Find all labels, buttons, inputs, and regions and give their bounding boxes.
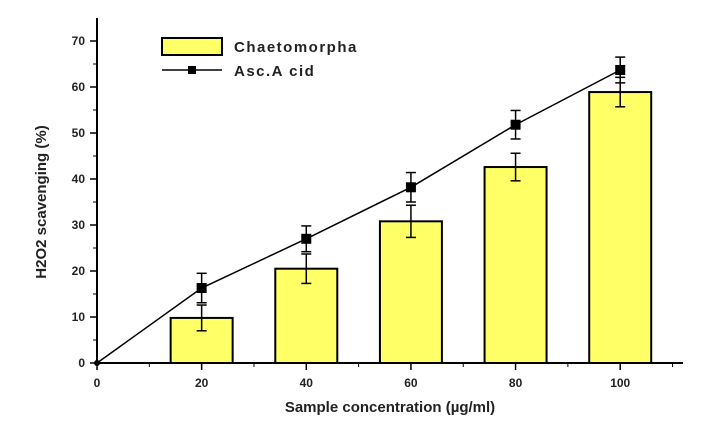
y-tick-label-10: 10 bbox=[72, 310, 86, 324]
legend: Chaetomorpha Asc.A cid bbox=[161, 37, 358, 80]
x-tick-label-0: 0 bbox=[94, 376, 101, 390]
asc-acid-line bbox=[96, 69, 621, 364]
x-tick-label-40: 40 bbox=[300, 376, 314, 390]
asc-acid-point-60 bbox=[405, 182, 416, 193]
plot-area: 0 10 20 30 40 50 60 70 0 20 40 60 80 100 bbox=[72, 18, 683, 390]
y-tick-label-20: 20 bbox=[72, 264, 86, 278]
asc-acid-point-100 bbox=[615, 64, 626, 75]
bar-100 bbox=[588, 91, 653, 364]
y-axis-title: H2O2 scavenging (%) bbox=[33, 125, 50, 278]
bar-40 bbox=[274, 267, 339, 365]
legend-swatch-chaetomorpha bbox=[161, 37, 223, 56]
asc-acid-point-20 bbox=[196, 283, 207, 294]
y-tick-label-70: 70 bbox=[72, 34, 86, 48]
legend-marker-asc-acid bbox=[188, 66, 196, 74]
x-tick-label-20: 20 bbox=[195, 376, 209, 390]
y-tick-label-60: 60 bbox=[72, 80, 86, 94]
bar-60 bbox=[378, 220, 443, 364]
asc-acid-point-80 bbox=[510, 119, 521, 130]
bar-80 bbox=[483, 166, 548, 364]
y-tick-label-40: 40 bbox=[72, 172, 86, 186]
y-tick-label-30: 30 bbox=[72, 218, 86, 232]
x-tick-label-60: 60 bbox=[404, 376, 418, 390]
y-tick-label-0: 0 bbox=[78, 356, 85, 370]
y-tick-label-50: 50 bbox=[72, 126, 86, 140]
legend-label-chaetomorpha: Chaetomorpha bbox=[234, 39, 358, 56]
x-tick-label-80: 80 bbox=[509, 376, 523, 390]
legend-label-asc-acid: Asc.A cid bbox=[234, 63, 315, 80]
x-tick-label-100: 100 bbox=[610, 376, 630, 390]
asc-acid-point-40 bbox=[301, 233, 312, 244]
x-axis-title: Sample concentration (µg/ml) bbox=[285, 399, 495, 416]
